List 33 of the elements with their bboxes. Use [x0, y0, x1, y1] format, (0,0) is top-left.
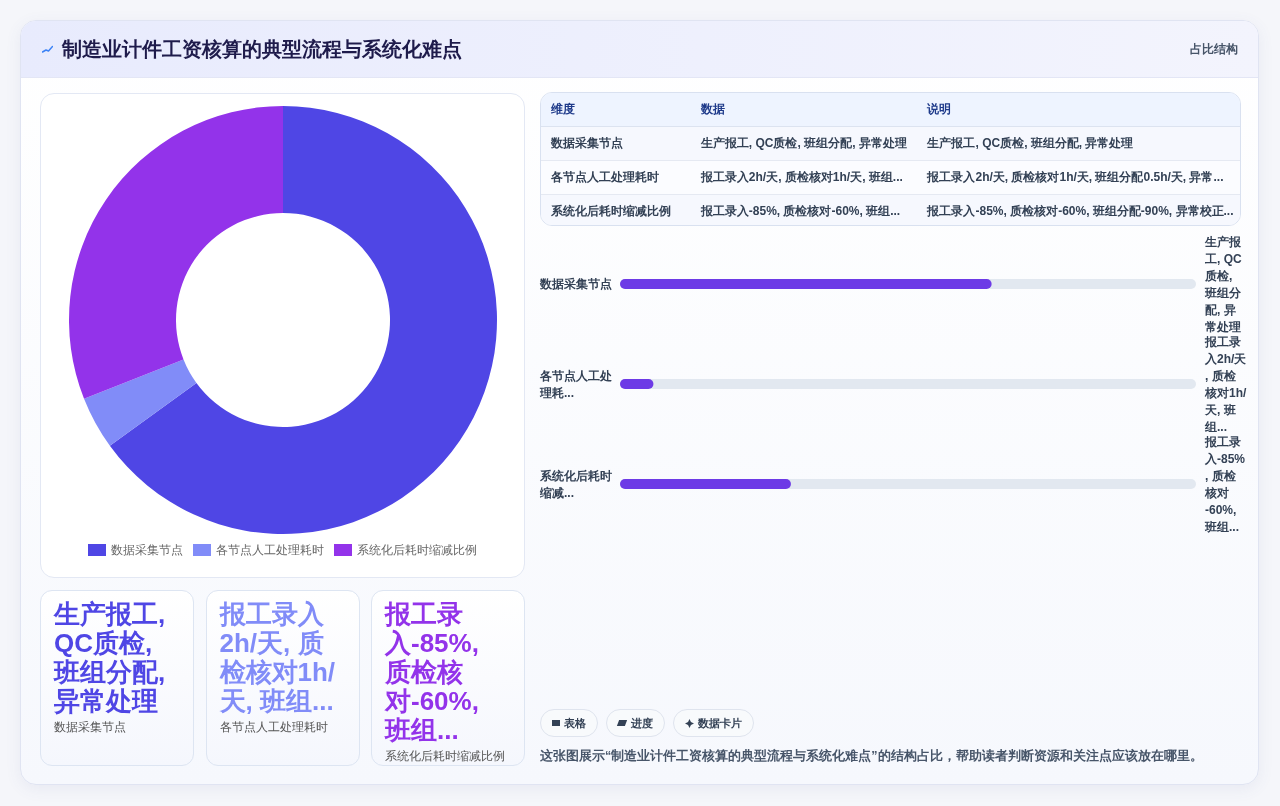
category-label: 数据	[699, 101, 726, 118]
y2-tick-label: 报工录入-85%, 质检核对-60%, 班组...	[1204, 434, 1246, 534]
text: 报工录入-85%, 质检核对-60%, 班组...	[700, 204, 901, 218]
text: 数据卡片	[673, 709, 754, 737]
text: 生产报工, QC质检, 班组分配, 异常处理	[54, 599, 166, 716]
text: 报工录入-85%, 质检核对-60%, 班组...	[385, 599, 479, 745]
text: 数据采集节点	[551, 136, 623, 150]
category-label: 维度	[550, 101, 576, 118]
category-label: 数据采集节点	[54, 719, 127, 736]
y-tick-label: 数据采集节点	[539, 277, 612, 291]
text: 生产报工, QC质检, 班组分配, 异常处理	[700, 136, 907, 150]
category-label: 说明	[926, 101, 953, 118]
y-tick-label: 系统化后耗时缩减...	[539, 468, 612, 500]
text: 占比结构	[1190, 41, 1238, 58]
y2-tick-label: 生产报工, QC质检, 班组分配, 异常处理	[1204, 234, 1242, 334]
y2-tick-label: 报工录入2h/天, 质检核对1h/天, 班组...	[1204, 334, 1248, 434]
text: 制造业计件工资核算的典型流程与系统化难点	[62, 37, 462, 62]
text: 报工录入-85%, 质检核对-60%, 班组分配-90%, 异常校正...	[927, 204, 1234, 218]
text: 报工录入2h/天, 质检核对1h/天, 班组...	[219, 599, 336, 716]
text: 进度	[606, 709, 665, 737]
text: 报工录入2h/天, 质检核对1h/天, 班组...	[700, 170, 903, 184]
text: 系统化后耗时缩减比例	[551, 204, 671, 218]
text: 各节点人工处理耗时	[551, 170, 659, 184]
legend-label: 各节点人工处理耗时	[216, 543, 324, 557]
text: 报工录入2h/天, 质检核对1h/天, 班组分配0.5h/天, 异常...	[927, 170, 1224, 184]
legend-label: 数据采集节点	[111, 543, 183, 557]
category-label: 系统化后耗时缩减比例	[385, 748, 506, 765]
text: 表格	[540, 709, 598, 737]
legend-label: 系统化后耗时缩减比例	[357, 543, 477, 557]
text: 这张图展示“制造业计件工资核算的典型流程与系统化难点”的结构占比，帮助读者判断资源和关注点应该放在哪里。	[540, 748, 1203, 765]
text: 生产报工, QC质检, 班组分配, 异常处理	[927, 136, 1134, 150]
category-label: 各节点人工处理耗时	[219, 719, 329, 736]
y-tick-label: 各节点人工处理耗...	[539, 368, 612, 400]
